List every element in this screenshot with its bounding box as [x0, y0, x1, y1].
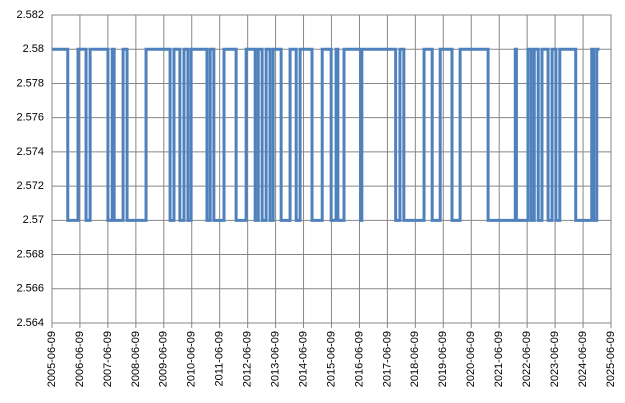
y-tick-label: 2.576	[16, 112, 44, 124]
x-tick-label: 2015-06-09	[325, 331, 337, 387]
x-tick-label: 2020-06-09	[465, 331, 477, 387]
x-tick-label: 2007-06-09	[102, 331, 114, 387]
y-tick-label: 2.582	[16, 9, 44, 21]
x-tick-label: 2017-06-09	[381, 331, 393, 387]
y-tick-label: 2.566	[16, 283, 44, 295]
x-tick-label: 2014-06-09	[297, 331, 309, 387]
x-tick-label: 2011-06-09	[214, 331, 226, 386]
x-tick-label: 2018-06-09	[409, 331, 421, 387]
y-tick-label: 2.58	[23, 43, 44, 55]
x-tick-label: 2019-06-09	[437, 331, 449, 387]
x-tick-label: 2010-06-09	[186, 331, 198, 387]
x-tick-label: 2008-06-09	[130, 331, 142, 387]
y-tick-label: 2.574	[16, 146, 44, 158]
x-tick-label: 2009-06-09	[158, 331, 170, 387]
y-tick-label: 2.572	[16, 180, 44, 192]
y-tick-label: 2.564	[16, 317, 44, 329]
x-tick-label: 2012-06-09	[242, 331, 254, 387]
data-line	[52, 47, 600, 222]
x-tick-label: 2024-06-09	[577, 331, 589, 387]
x-tick-label: 2021-06-09	[493, 331, 505, 387]
y-tick-label: 2.568	[16, 248, 44, 260]
x-tick-label: 2005-06-09	[46, 331, 58, 387]
x-tick-label: 2022-06-09	[521, 331, 533, 387]
x-tick-label: 2016-06-09	[353, 331, 365, 387]
x-tick-label: 2025-06-09	[605, 331, 617, 387]
y-tick-label: 2.578	[16, 77, 44, 89]
x-tick-label: 2013-06-09	[270, 331, 282, 387]
y-tick-label: 2.57	[23, 214, 44, 226]
x-tick-label: 2006-06-09	[74, 331, 86, 387]
x-tick-label: 2023-06-09	[549, 331, 561, 387]
